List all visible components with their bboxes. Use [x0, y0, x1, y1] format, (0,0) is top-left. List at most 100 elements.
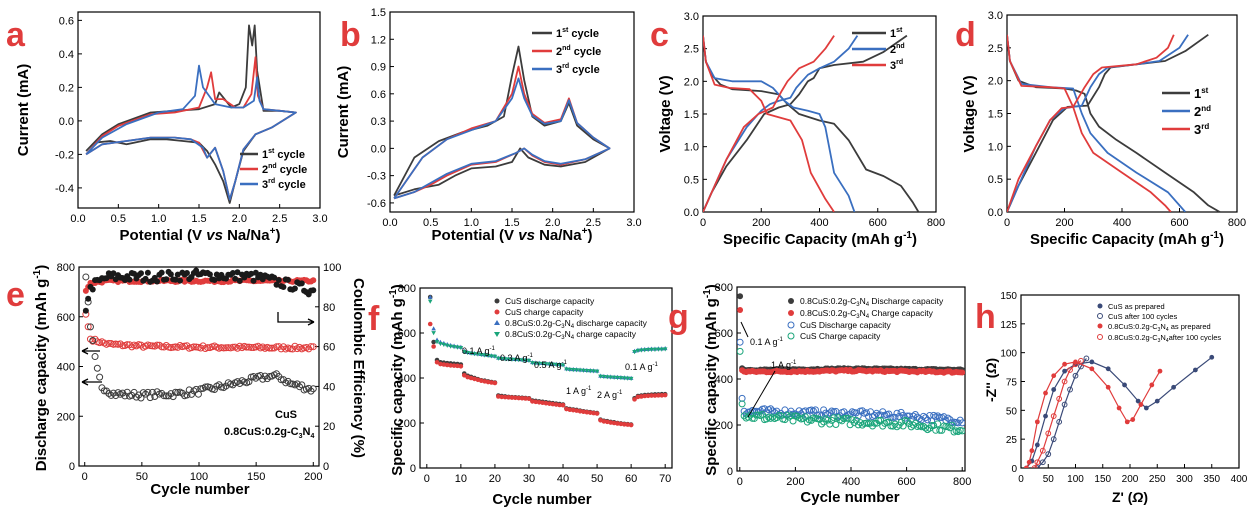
x-tick-label-h-2: 100	[1067, 474, 1084, 485]
point-h-1-4	[1043, 413, 1048, 419]
legend-entry-f-3: 0.8CuS:0.2g-C3N4 discharge capacity	[505, 318, 648, 330]
legend-marker-h-1	[1097, 303, 1103, 309]
point-e-1-54	[204, 344, 212, 352]
x-axis-label-c: Specific Capacity (mAh g-1)	[723, 230, 917, 248]
point-f-2-53	[604, 419, 610, 425]
rate-label-g-1: 0.1 A g-1	[750, 337, 784, 347]
x-tick-label-d-1: 200	[1055, 217, 1073, 229]
plot-frame-b	[389, 11, 635, 213]
y-tick-label-h-0: 0	[1011, 464, 1017, 475]
point-e-2-41	[174, 388, 182, 396]
point-f-2-55	[611, 420, 617, 426]
point-f-4-1	[427, 299, 433, 304]
point-f-3-1	[427, 294, 433, 299]
point-e-4-13	[110, 270, 117, 277]
x-tick-label-c-0: 0	[700, 217, 706, 229]
y-axis-label-g: Specific capacity (mAh g-1)	[702, 284, 720, 475]
point-f-4-68	[656, 347, 661, 352]
ticks-a: 0.0 0.5 1.0 1.5 2.0 2.5 3.0 -0.4 -0.2 0.0 0.2 0.4 0.…	[55, 15, 328, 225]
y-tick-label-d-3: 1.5	[988, 109, 1003, 121]
point-e-2-6	[93, 364, 101, 372]
point-e-1-62	[222, 344, 230, 352]
legend-entry-h-3: 0.8CuS:0.2g-C3N4 as prepared	[1108, 322, 1211, 333]
legend-entry-f-4: 0.8CuS:0.2g-C3N4 charge capacity	[505, 329, 637, 341]
y-tick-label-h-1: 25	[1006, 435, 1018, 446]
point-e-4-41	[174, 271, 181, 278]
series-layer-a	[85, 24, 297, 204]
x-tick-label-f-5: 50	[591, 473, 603, 485]
point-f-4-64	[642, 348, 648, 353]
point-e-2-67	[233, 378, 241, 386]
point-e-1-87	[279, 343, 287, 351]
point-f-4-51	[598, 374, 603, 379]
point-f-4-23	[502, 357, 508, 362]
series-line-c-3-1	[703, 35, 835, 212]
legend-marker-g-4	[787, 332, 795, 340]
point-h-1-9	[1105, 366, 1111, 372]
point-f-4-26	[513, 357, 518, 363]
point-e-1-48	[190, 343, 198, 351]
x-tick-label-c-1: 200	[752, 217, 770, 229]
point-g-4-95	[928, 422, 936, 430]
x-tick-label-c-3: 600	[869, 217, 887, 229]
point-h-3-3	[1029, 448, 1035, 454]
point-g-4-34	[803, 418, 811, 426]
panel-c: c 0 200 400 600 800 0.0 0.5 1.0 1.5 2.0 2.5 3.0 Spe…	[650, 11, 945, 248]
y-axis-label-e: Discharge capacity (mAh g-1)	[32, 265, 50, 471]
legend-marker-h-4	[1097, 334, 1103, 340]
legend-marker-g-3	[787, 321, 795, 329]
point-e-2-35	[160, 392, 168, 400]
x-tick-label-a-4: 2.0	[232, 213, 247, 225]
series-line-d-3-1	[1007, 34, 1172, 212]
point-f-4-25	[509, 357, 515, 362]
point-e-1-34	[158, 343, 166, 351]
point-h-1-13	[1154, 398, 1160, 404]
point-g-4-44	[824, 416, 832, 424]
point-g-3-43	[822, 409, 830, 417]
arrow-left-e-1	[81, 347, 100, 355]
y-tick-label-h-3: 75	[1006, 378, 1018, 389]
series-line-a-1-1	[85, 24, 297, 204]
point-f-2-7	[448, 363, 453, 368]
point-f-2-44	[574, 408, 579, 413]
point-e-2-19	[123, 388, 131, 396]
x-axis-label-f: Cycle number	[492, 491, 591, 508]
x-tick-label-b-1: 0.5	[423, 217, 438, 229]
point-f-4-30	[526, 358, 532, 363]
point-e-2-23	[132, 393, 140, 401]
x-tick-label-f-1: 10	[455, 473, 467, 485]
point-f-2-9	[455, 363, 460, 369]
annotation-e-composite: 0.8CuS:0.2g-C3N4	[224, 426, 314, 440]
panel-a: a 0.0 0.5 1.0 1.5 2.0 2.5 3.0 -0.4 -0.2 0.0 0.2 0.4…	[6, 11, 328, 244]
point-e-4-45	[183, 269, 190, 276]
y-tick-label-g-2: 400	[715, 374, 733, 386]
y-tick-label-f-1: 200	[398, 418, 416, 430]
legend-entry-f-2: CuS charge capacity	[505, 307, 584, 317]
point-f-2-11	[461, 373, 467, 378]
point-h-1-5	[1051, 387, 1057, 392]
x-axis-label-a: Potential (V vs Na/Na+)	[120, 226, 281, 244]
point-f-2-46	[581, 409, 586, 415]
point-f-4-2	[431, 331, 436, 336]
panel-label-f: f	[368, 300, 380, 338]
point-e-1-13	[109, 340, 117, 348]
y-axis-label-right-e: Coulombic Efficiency (%)	[350, 278, 367, 458]
point-f-2-31	[530, 399, 535, 404]
point-f-4-41	[564, 367, 569, 372]
point-h-2-1	[1034, 465, 1041, 468]
point-h-4-6	[1056, 395, 1063, 402]
x-tick-label-h-6: 300	[1176, 474, 1193, 485]
point-e-4-66	[232, 275, 239, 282]
point-e-1-63	[224, 344, 232, 352]
x-tick-label-b-6: 3.0	[626, 217, 641, 229]
point-e-4-68	[236, 277, 243, 284]
point-f-2-48	[587, 410, 593, 415]
point-e-4-100	[310, 287, 317, 294]
x-tick-label-h-0: 0	[1018, 474, 1024, 485]
ticks-h: 0 50 100 150 200 250 300 350 400 0 25 50 75 100 125 150	[1000, 291, 1247, 485]
x-tick-label-g-1: 200	[786, 476, 804, 488]
panel-e: e 0 50 100 150 2000200400600800020406080100 …	[6, 262, 367, 498]
point-e-4-89	[285, 276, 292, 283]
y-tick-label-d-0: 0.0	[988, 207, 1003, 219]
point-f-4-12	[465, 350, 470, 356]
